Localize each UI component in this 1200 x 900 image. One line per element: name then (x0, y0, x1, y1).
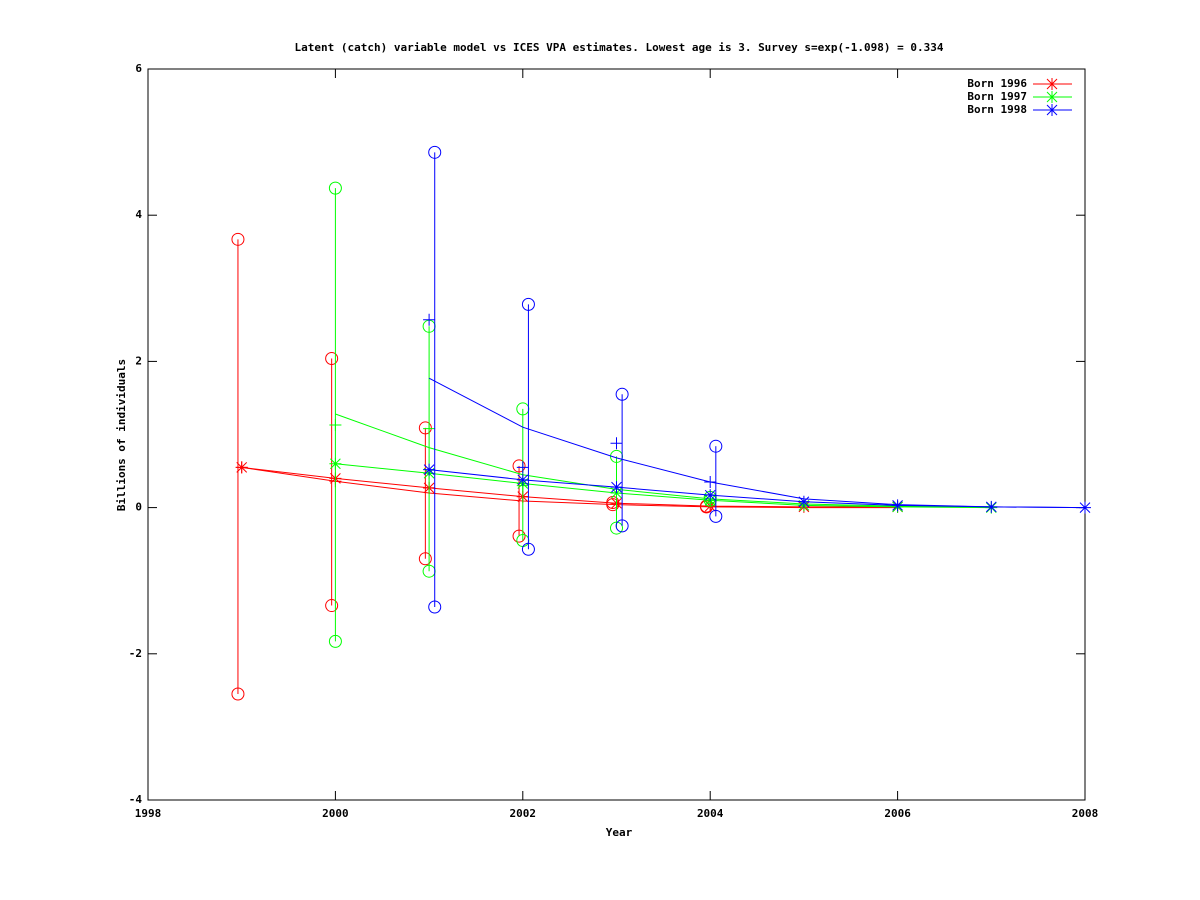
x-tick-label: 1998 (135, 807, 162, 820)
x-axis-label: Year (606, 826, 633, 839)
y-tick-label: 4 (135, 208, 142, 221)
plus-point (423, 313, 436, 326)
error-high (328, 181, 342, 195)
error-high (615, 387, 629, 401)
star-point (985, 500, 998, 513)
x-tick-label: 2002 (510, 807, 537, 820)
star-point (610, 481, 623, 494)
star-point (423, 463, 436, 476)
plus-point (423, 422, 436, 435)
plus-point (516, 461, 529, 474)
error-high (325, 351, 339, 365)
error-high (231, 232, 245, 246)
error-low (325, 599, 339, 613)
legend-label: Born 1997 (967, 90, 1027, 103)
star-point (891, 499, 904, 512)
error-high (512, 459, 526, 473)
error-low (231, 687, 245, 701)
legend-star (1046, 91, 1058, 103)
error-low (709, 509, 723, 523)
plot-frame (147, 68, 1086, 801)
error-low (512, 529, 526, 543)
error-high (521, 297, 535, 311)
legend-label: Born 1996 (967, 77, 1027, 90)
plus-point (610, 437, 623, 450)
y-tick-label: -4 (129, 793, 143, 806)
error-low (418, 552, 432, 566)
y-tick-label: 0 (135, 501, 142, 514)
x-tick-label: 2008 (1072, 807, 1099, 820)
star-point (704, 489, 717, 502)
legend-star (1046, 78, 1058, 90)
error-low (521, 542, 535, 556)
y-tick-label: 6 (135, 62, 142, 75)
error-low (428, 600, 442, 614)
legend-label: Born 1998 (967, 103, 1027, 116)
y-tick-label: 2 (135, 354, 142, 367)
x-tick-label: 2006 (884, 807, 911, 820)
error-low (328, 634, 342, 648)
model-line (241, 466, 898, 508)
star-point (797, 495, 810, 508)
plus-point (329, 418, 342, 431)
model-line (335, 463, 992, 509)
error-low (610, 521, 623, 535)
x-tick-label: 2004 (697, 807, 724, 820)
legend-star (1046, 104, 1058, 116)
error-high (428, 145, 442, 159)
error-high (418, 421, 432, 435)
y-tick-label: -2 (129, 647, 142, 660)
plus-point (704, 476, 717, 489)
fit-line (335, 413, 992, 508)
star-point (329, 457, 342, 470)
x-tick-label: 2000 (322, 807, 349, 820)
chart-title: Latent (catch) variable model vs ICES VP… (294, 41, 943, 54)
star-point (235, 461, 248, 474)
star-point (516, 473, 529, 486)
fit-line (241, 466, 898, 509)
error-high (709, 439, 723, 453)
star-point (1079, 501, 1091, 514)
y-axis-label: Billions of individuals (115, 359, 128, 511)
error-low (615, 519, 629, 533)
model-line (429, 469, 1086, 509)
